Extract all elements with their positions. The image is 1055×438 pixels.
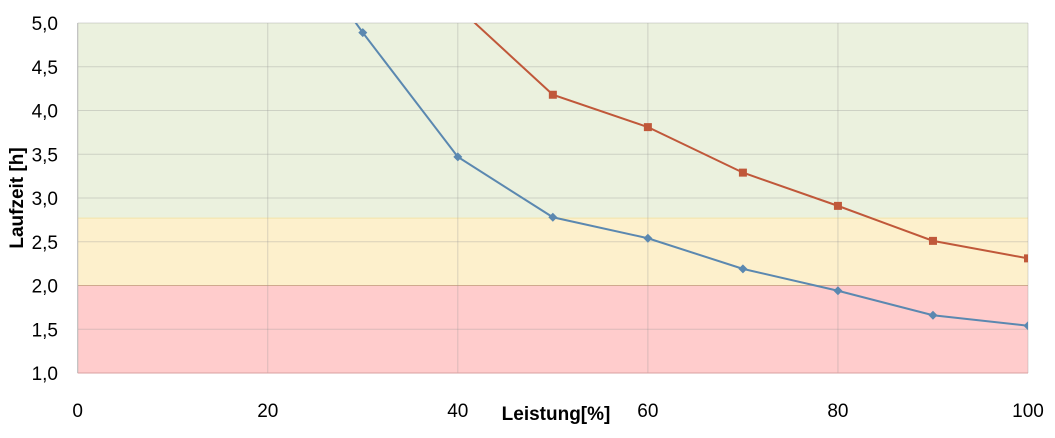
data-point (453, 152, 463, 162)
data-point (738, 168, 747, 177)
data-point (548, 90, 557, 99)
x-tick-labels: 0 20 40 60 80 100 (72, 401, 1043, 422)
y-axis-label: Laufzeit [h] (7, 147, 28, 248)
y-tick-label: 3,0 (32, 189, 58, 210)
x-tick-label: 100 (1012, 401, 1044, 422)
data-point (833, 286, 843, 296)
y-tick-label: 4,5 (32, 58, 58, 79)
data-point (738, 264, 748, 274)
x-tick-label: 60 (637, 401, 658, 422)
y-tick-labels: 1,0 1,5 2,0 2,5 3,0 3,5 4,0 4,5 5,0 (32, 14, 58, 385)
data-point (643, 123, 652, 132)
x-axis-label: Leistung[%] (502, 404, 611, 425)
y-tick-label: 4,0 (32, 102, 58, 123)
x-tick-label: 0 (72, 401, 83, 422)
y-tick-label: 5,0 (32, 14, 58, 35)
data-point (833, 201, 842, 210)
x-tick-label: 20 (257, 401, 278, 422)
band-red (77, 285, 1028, 373)
y-tick-label: 2,0 (32, 277, 58, 298)
y-tick-label: 1,5 (32, 320, 58, 341)
data-point (928, 310, 938, 320)
data-point (454, 3, 462, 11)
data-point (928, 236, 937, 245)
data-point (548, 212, 558, 222)
y-tick-label: 3,5 (32, 145, 58, 166)
band-yellow (77, 218, 1028, 286)
band-green (77, 23, 1028, 219)
background-bands (77, 23, 1028, 373)
y-tick-label: 1,0 (32, 364, 58, 385)
y-tick-label: 2,5 (32, 233, 58, 254)
data-point (643, 233, 653, 243)
data-point (358, 28, 368, 38)
series-group (354, 3, 1028, 331)
x-tick-label: 40 (447, 401, 468, 422)
gridlines (77, 22, 1029, 374)
data-point (1024, 254, 1028, 263)
x-tick-label: 80 (827, 401, 848, 422)
data-point (1023, 321, 1028, 331)
